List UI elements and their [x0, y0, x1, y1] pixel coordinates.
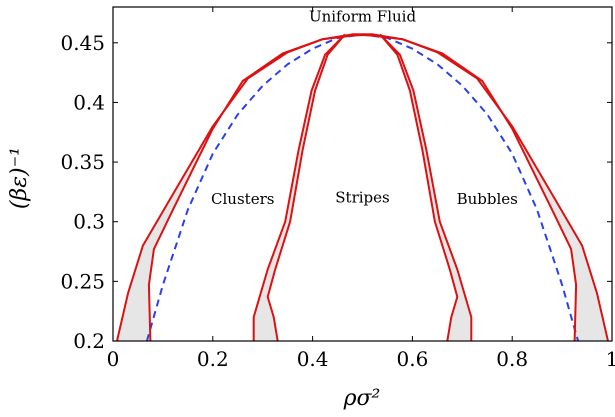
- y-tick-label: 0.4: [73, 90, 105, 114]
- x-tick-label: 0.4: [297, 347, 329, 371]
- plot-content: [116, 33, 609, 341]
- region-label-bubbles: Bubbles: [457, 190, 518, 208]
- region-label-uniform-fluid: Uniform Fluid: [309, 7, 417, 25]
- phase-boundary-inner-3: [266, 33, 346, 341]
- region-label-clusters: Clusters: [211, 190, 274, 208]
- x-tick-label: 0.6: [396, 347, 428, 371]
- y-tick-label: 0.35: [60, 150, 105, 174]
- y-tick-label: 0.3: [73, 210, 105, 234]
- x-tick-label: 0: [107, 347, 120, 371]
- phase-boundary-inner-1: [147, 33, 373, 341]
- y-tick-label: 0.25: [60, 269, 105, 293]
- x-axis-title: ρσ²: [343, 386, 381, 411]
- phase-boundary-inner-2: [352, 33, 578, 341]
- y-tick-label: 0.2: [73, 329, 105, 353]
- phase-boundary-outer-4: [379, 33, 473, 341]
- coexistence-region-fill-1: [117, 34, 373, 341]
- phase-boundary-outer-3: [252, 33, 346, 341]
- x-tick-label: 0.8: [496, 347, 528, 371]
- y-tick-label: 0.45: [60, 31, 105, 55]
- axes: 0 0.2 0.4 0.6 0.8 10.20.250.30.350.40.45: [60, 6, 615, 371]
- y-axis-title: (βε)⁻¹: [7, 147, 32, 209]
- plot-frame: [112, 6, 613, 342]
- plot-area: Uniform Fluid Clusters Stripes Bubbles: [116, 7, 609, 341]
- x-tick-label: 0.2: [197, 347, 229, 371]
- x-tick-label: 1: [606, 347, 615, 371]
- phase-boundary-inner-4: [379, 33, 459, 341]
- coexistence-region-fill-2: [352, 34, 608, 341]
- region-label-stripes: Stripes: [335, 189, 389, 207]
